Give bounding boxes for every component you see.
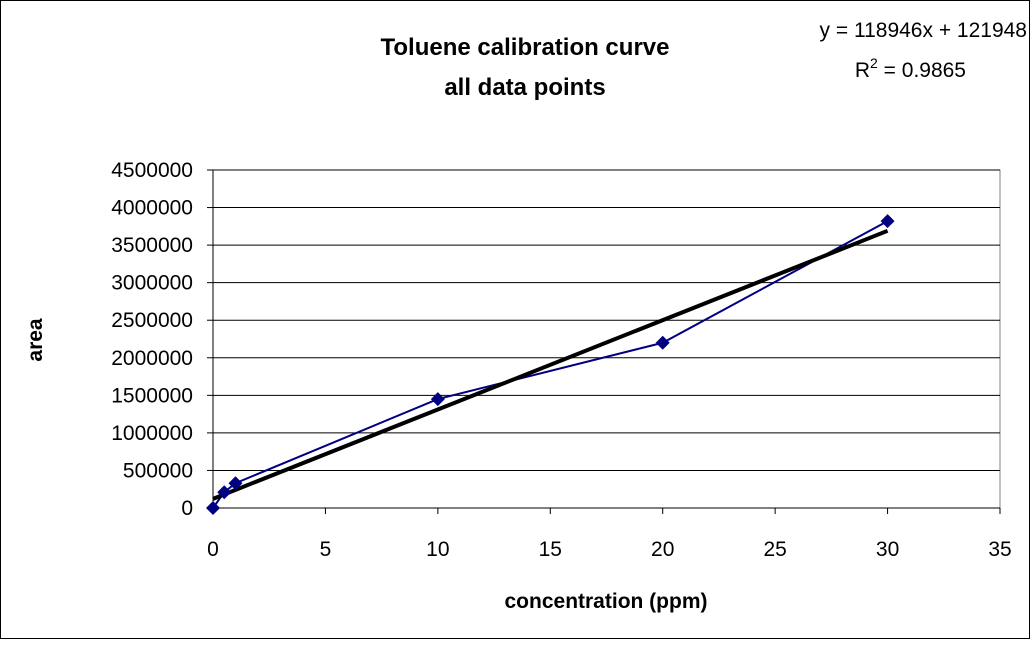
x-tick-label: 10 [426, 538, 449, 561]
y-tick-label: 4500000 [111, 159, 193, 182]
r-exponent: 2 [870, 55, 878, 71]
y-tick-label: 2000000 [111, 347, 193, 370]
trendline [212, 228, 889, 501]
trend-equation: y = 118946x + 121948 [820, 19, 1027, 42]
y-tick-label: 1500000 [111, 384, 193, 407]
x-tick-label: 15 [539, 538, 562, 561]
y-axis-title: area [24, 318, 47, 362]
r-symbol: R [855, 59, 870, 82]
y-tick-label: 3500000 [111, 234, 193, 257]
x-tick-label: 0 [207, 538, 219, 561]
data-point [655, 335, 670, 350]
y-tick-label: 4000000 [111, 197, 193, 220]
y-tick-label: 0 [181, 497, 193, 520]
x-axis-title: concentration (ppm) [505, 590, 708, 613]
x-tick-label: 30 [876, 538, 899, 561]
data-point [228, 476, 243, 491]
x-tick-label: 25 [763, 538, 786, 561]
chart-title: Toluene calibration curve [381, 34, 670, 61]
x-tick-label: 5 [320, 538, 332, 561]
data-point [217, 485, 232, 500]
x-tick-label: 20 [651, 538, 674, 561]
chart-subtitle: all data points [444, 74, 605, 101]
x-tick-label: 35 [988, 538, 1011, 561]
r-value: = 0.9865 [878, 59, 966, 82]
data-point [880, 214, 895, 229]
data-point [430, 392, 445, 407]
r-squared: R2 = 0.9865 [855, 55, 966, 82]
y-tick-label: 3000000 [111, 272, 193, 295]
y-tick-label: 500000 [123, 459, 193, 482]
y-tick-label: 2500000 [111, 309, 193, 332]
y-tick-label: 1000000 [111, 422, 193, 445]
data-point [206, 501, 220, 515]
